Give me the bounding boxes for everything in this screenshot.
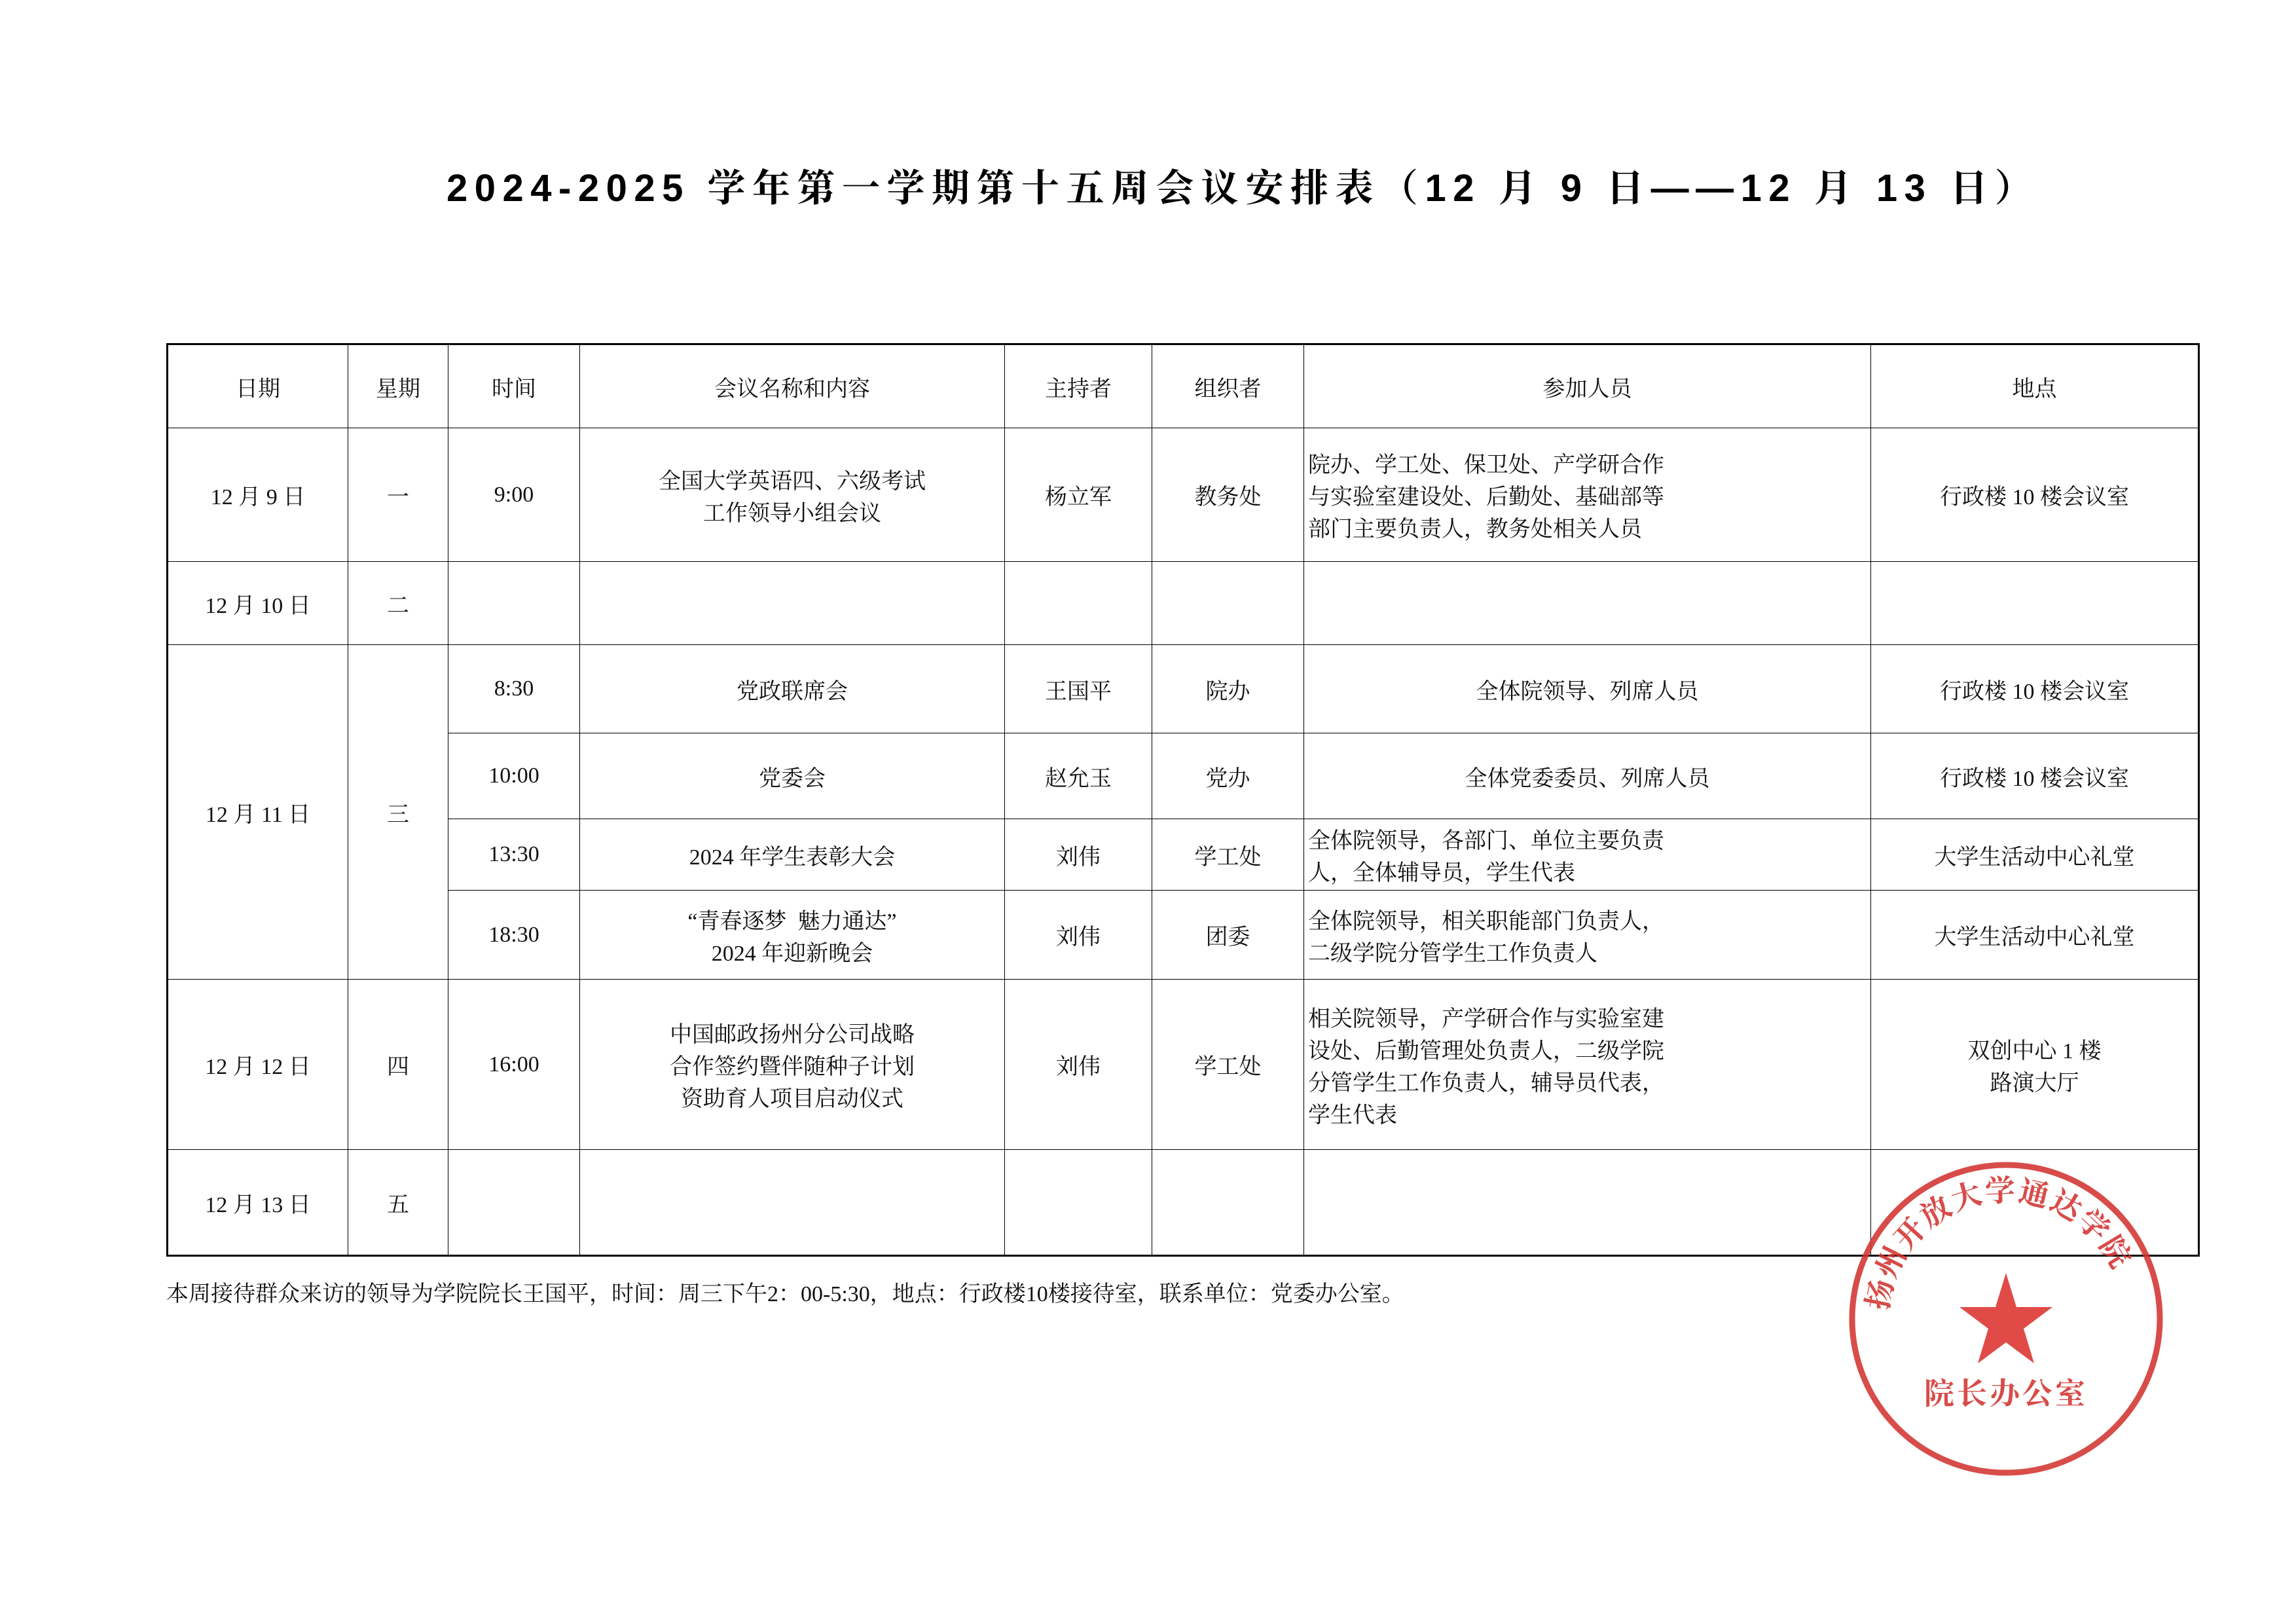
- svg-text:院长办公室: 院长办公室: [1924, 1377, 2088, 1411]
